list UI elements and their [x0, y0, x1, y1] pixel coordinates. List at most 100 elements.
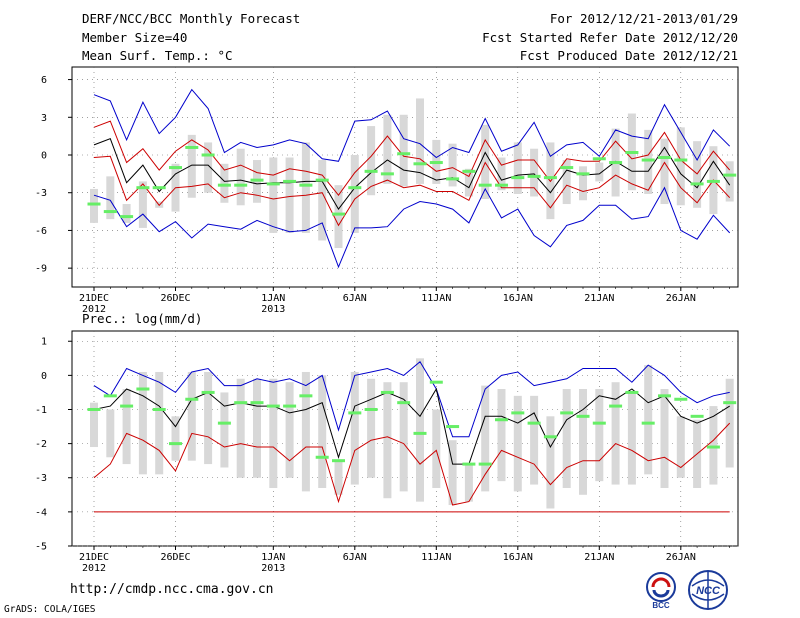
- range-bar: [350, 371, 359, 485]
- observed-marker: [169, 166, 182, 170]
- observed-marker: [315, 178, 329, 182]
- observed-marker: [429, 380, 443, 384]
- x-tick-year-label: 2012: [82, 563, 106, 574]
- range-bar: [334, 460, 343, 495]
- observed-marker: [152, 407, 166, 411]
- range-bar: [432, 409, 441, 488]
- observed-marker: [462, 169, 476, 173]
- ncc-logo-icon: NCC: [688, 570, 728, 610]
- plot-frame: [71, 66, 739, 288]
- observed-marker: [397, 401, 411, 405]
- range-bar: [579, 389, 587, 495]
- observed-marker: [315, 455, 329, 459]
- range-bar: [269, 378, 278, 488]
- range-bar: [220, 392, 229, 468]
- bcc-logo-icon: BCC: [646, 572, 676, 610]
- observed-marker: [462, 462, 476, 466]
- observed-marker: [217, 421, 231, 425]
- range-bar: [106, 176, 115, 220]
- series-lower-spread: [93, 422, 731, 506]
- y-tick-label: -9: [35, 264, 47, 275]
- observed-marker: [250, 178, 264, 182]
- x-tick-label: 21DEC: [79, 552, 109, 563]
- observed-marker: [429, 161, 443, 165]
- range-bar: [399, 382, 408, 492]
- observed-marker: [576, 414, 590, 418]
- observed-marker: [609, 161, 623, 165]
- range-bar: [138, 371, 147, 475]
- range-bar: [579, 166, 587, 201]
- observed-marker: [332, 459, 345, 463]
- range-bar: [595, 389, 604, 482]
- x-tick-year-label: 2012: [82, 304, 106, 315]
- observed-marker: [446, 425, 460, 429]
- range-bar: [383, 114, 392, 184]
- observed-marker: [380, 390, 394, 394]
- range-bar: [513, 395, 522, 492]
- observed-marker: [674, 158, 688, 162]
- series-ensemble-max: [93, 88, 731, 162]
- observed-marker: [658, 156, 671, 160]
- range-bar: [253, 378, 261, 478]
- observed-marker: [332, 212, 345, 216]
- observed-marker: [120, 404, 134, 408]
- range-bar: [90, 188, 98, 223]
- y-tick-label: 0: [41, 371, 47, 382]
- series-ensemble-max: [93, 360, 730, 438]
- range-bar: [513, 142, 522, 194]
- observed-marker: [413, 162, 427, 166]
- range-bar: [676, 416, 685, 478]
- svg-text:NCC: NCC: [696, 585, 721, 597]
- observed-marker: [87, 407, 101, 411]
- observed-marker: [234, 401, 248, 405]
- range-bar: [416, 98, 424, 184]
- y-tick-label: -6: [35, 226, 47, 237]
- range-bar: [318, 375, 327, 488]
- observed-marker: [234, 183, 248, 187]
- range-bar: [138, 181, 147, 228]
- observed-marker: [625, 150, 639, 154]
- y-tick-label: -1: [35, 405, 47, 416]
- observed-marker: [266, 182, 280, 186]
- x-tick-label: 26JAN: [666, 552, 696, 563]
- range-bar: [383, 382, 392, 499]
- observed-marker: [152, 186, 166, 190]
- range-bar: [464, 464, 473, 502]
- range-bar: [562, 160, 571, 205]
- range-bar: [350, 155, 359, 233]
- range-bar: [530, 395, 539, 485]
- observed-marker: [217, 183, 231, 187]
- grads-credit: GrADS: COLA/IGES: [4, 604, 96, 615]
- range-bar: [301, 371, 310, 492]
- range-bar: [285, 382, 294, 478]
- range-bar: [481, 385, 490, 492]
- observed-marker: [283, 179, 297, 183]
- range-bar: [416, 358, 424, 502]
- range-bar: [269, 157, 278, 233]
- series-ensemble-mean: [93, 387, 730, 465]
- x-tick-label: 21DEC: [79, 293, 109, 304]
- x-tick-label: 26JAN: [666, 293, 696, 304]
- y-tick-label: 3: [41, 113, 47, 124]
- x-tick-label: 1JAN: [261, 293, 285, 304]
- ncc-logo: NCC: [684, 568, 732, 612]
- observed-marker: [543, 176, 557, 180]
- x-tick-year-label: 2013: [261, 563, 285, 574]
- x-tick-label: 6JAN: [343, 552, 367, 563]
- observed-marker: [592, 157, 606, 161]
- observed-marker: [283, 404, 297, 408]
- y-tick-label: 1: [41, 337, 47, 348]
- observed-marker: [543, 435, 557, 439]
- x-tick-label: 26DEC: [160, 552, 190, 563]
- x-tick-label: 16JAN: [503, 293, 533, 304]
- observed-marker: [495, 183, 508, 187]
- y-tick-label: 0: [41, 151, 47, 162]
- observed-marker: [706, 445, 720, 449]
- observed-marker: [299, 394, 313, 398]
- observed-marker: [348, 411, 362, 415]
- source-url[interactable]: http://cmdp.ncc.cma.gov.cn: [70, 582, 274, 597]
- svg-text:BCC: BCC: [652, 601, 670, 610]
- range-bar: [301, 142, 310, 233]
- range-bar: [448, 143, 457, 187]
